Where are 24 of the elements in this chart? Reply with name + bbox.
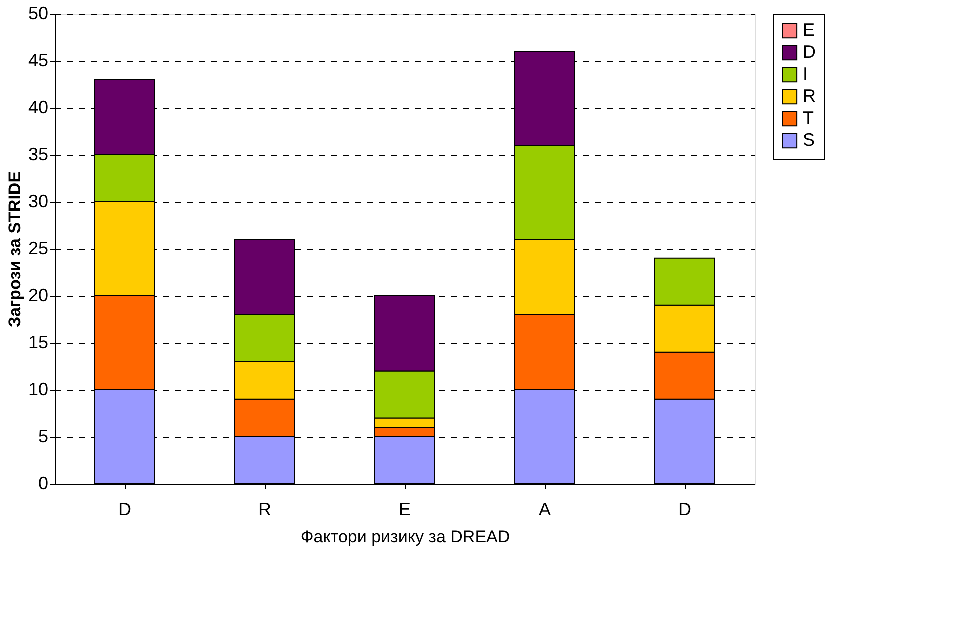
y-tick-label: 25 [28,238,48,258]
legend-label: T [803,108,814,128]
legend-label: E [803,20,816,40]
legend-label: R [803,86,816,106]
x-axis-title: Фактори ризику за DREAD [300,528,510,546]
x-tick-label: D [118,500,132,520]
legend-label: I [803,64,808,84]
x-tick-label: A [538,500,552,520]
y-tick-label: 50 [28,4,48,24]
y-tick-label: 5 [38,426,48,446]
y-tick-label: 40 [28,98,48,118]
x-tick-label: E [398,500,412,520]
y-tick-label: 15 [28,332,48,352]
y-tick-label: 10 [28,380,48,400]
y-tick-label: 20 [28,286,48,306]
y-tick-label: 45 [28,50,48,70]
x-tick-label: R [258,500,272,520]
y-tick-label: 35 [28,144,48,164]
legend-label: D [803,42,816,62]
y-tick-label: 30 [28,192,48,212]
y-axis-title: Загрози за STRIDE [5,171,24,328]
y-tick-label: 0 [38,474,48,494]
x-tick-label: D [678,500,692,520]
legend-label: S [803,130,816,150]
